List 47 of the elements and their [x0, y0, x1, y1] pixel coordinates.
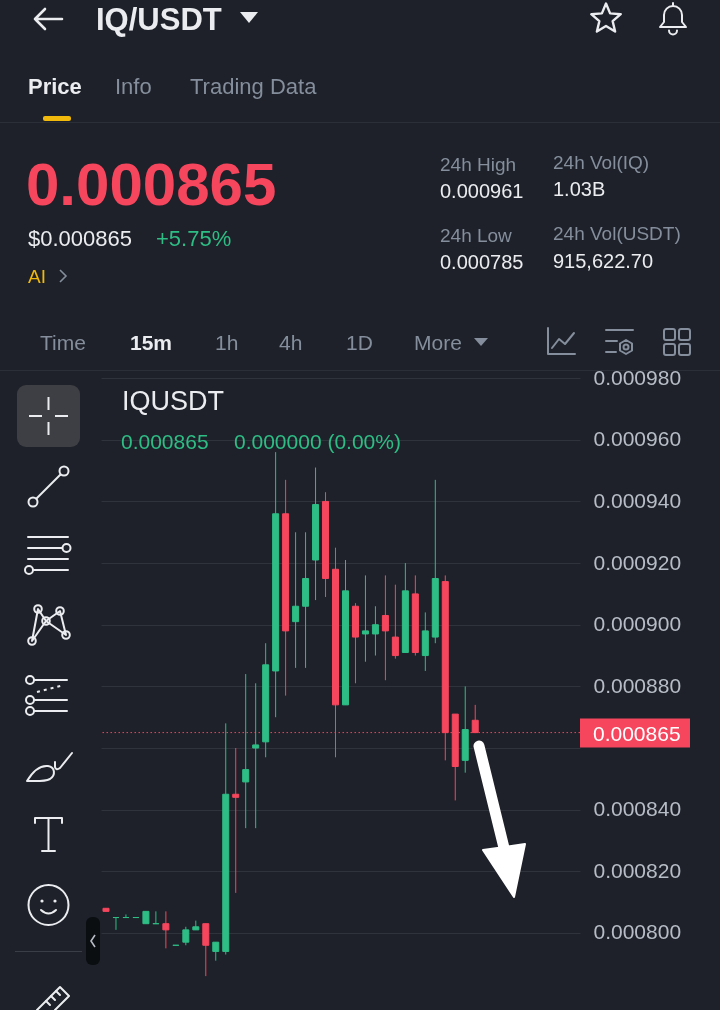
y-tick-label: 0.000820 [593, 858, 682, 882]
y-tick-label: 0.000800 [593, 920, 682, 944]
y-tick-label: 0.000980 [593, 365, 682, 389]
candlestick [162, 910, 170, 949]
y-tick-label: 0.000900 [593, 612, 682, 636]
y-tick-label: 0.000960 [593, 427, 682, 451]
text: 0.000865 [26, 151, 277, 218]
text: 915,622.70 [553, 250, 654, 272]
text: Info [115, 74, 152, 99]
candlestick [361, 574, 369, 663]
y-tick-label: 0.000940 [593, 488, 682, 512]
text: 1h [215, 330, 239, 354]
y-tick-label: 0.000920 [593, 550, 682, 574]
text: $0.000865 [28, 226, 132, 251]
y-tick-label: 0.000840 [593, 797, 682, 821]
text: More [414, 330, 462, 354]
candlestick [292, 531, 300, 669]
text: 0.000961 [440, 180, 524, 202]
candlestick [242, 673, 250, 829]
ref-line-label: 0.000865 [580, 718, 690, 748]
text: 15m [130, 330, 173, 354]
text: 24h Low [440, 224, 512, 246]
annotation: IQUSDT [122, 385, 225, 416]
candlestick [182, 926, 190, 946]
candlestick [212, 941, 220, 962]
candlestick [381, 574, 389, 681]
candlestick [252, 682, 260, 829]
candlestick [232, 747, 240, 894]
text: AI [28, 265, 46, 287]
text: 24h Vol(USDT) [553, 222, 681, 244]
candlestick [371, 605, 379, 657]
chart-title: IQ/USDT [96, 1, 222, 37]
text: Time [40, 330, 86, 354]
text: 24h Vol(IQ) [553, 151, 650, 173]
y-tick-label: 0.000880 [593, 673, 682, 697]
text: 1D [346, 330, 373, 354]
text: Price [28, 74, 82, 99]
text: 0.000785 [440, 251, 524, 273]
text: 1.03B [553, 178, 606, 200]
text: Trading Data [190, 74, 317, 99]
text: +5.75% [156, 226, 232, 251]
annotation: 0.000000 (0.00%) [234, 429, 401, 453]
annotation: 0.000865 [121, 429, 209, 453]
candlestick [391, 584, 399, 660]
text: 24h High [440, 153, 517, 175]
text: 4h [279, 330, 303, 354]
candlestick [202, 923, 210, 977]
